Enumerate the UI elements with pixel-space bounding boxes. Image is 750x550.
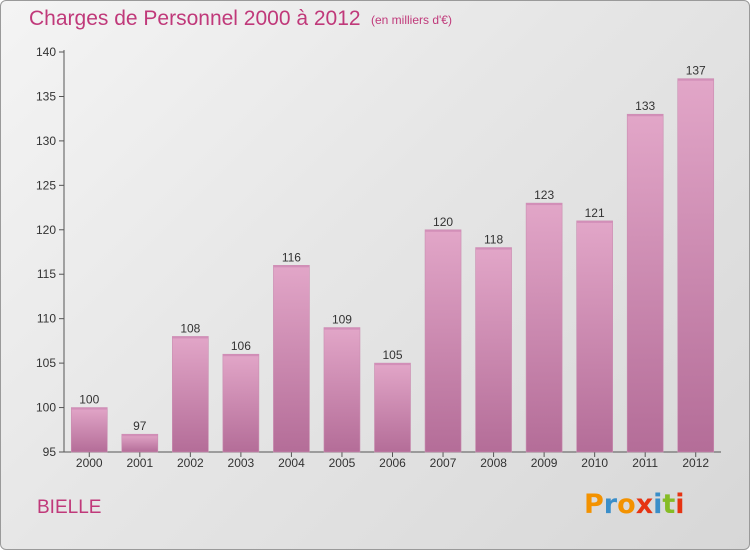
y-tick-label: 110 xyxy=(37,312,56,326)
x-tick-label: 2003 xyxy=(228,456,255,470)
data-label: 105 xyxy=(382,348,402,362)
bar-2001 xyxy=(121,433,159,453)
data-label: 133 xyxy=(635,99,655,113)
bar-2012 xyxy=(677,78,715,453)
bar-top-edge xyxy=(374,363,411,366)
data-label: 97 xyxy=(133,419,147,433)
chart-subtitle: (en milliers d'€) xyxy=(371,13,452,27)
y-tick-label: 100 xyxy=(36,401,56,415)
y-tick-label: 95 xyxy=(43,445,57,459)
data-label: 118 xyxy=(484,233,503,247)
data-label: 108 xyxy=(180,321,200,335)
data-label: 120 xyxy=(433,215,453,229)
chart-title: Charges de Personnel 2000 à 2012 xyxy=(29,7,361,30)
bar-2005 xyxy=(323,327,361,453)
data-label: 116 xyxy=(282,250,301,264)
y-tick-label: 105 xyxy=(36,356,56,370)
bar-2000 xyxy=(70,407,108,453)
y-tick-label: 135 xyxy=(36,89,56,103)
bar-top-edge xyxy=(121,434,158,437)
y-tick-label: 120 xyxy=(36,223,56,237)
y-tick-label: 125 xyxy=(36,178,56,192)
bar-top-edge xyxy=(526,203,563,206)
x-tick-label: 2008 xyxy=(480,456,507,470)
y-tick-label: 130 xyxy=(36,134,56,148)
x-tick-label: 2012 xyxy=(682,456,709,470)
x-tick-label: 2006 xyxy=(379,456,406,470)
bar-2011 xyxy=(626,113,664,453)
data-label: 100 xyxy=(79,393,99,407)
data-label: 137 xyxy=(686,64,706,78)
bar-2009 xyxy=(525,202,563,453)
bar-top-edge xyxy=(222,354,259,357)
bar-2002 xyxy=(172,336,209,453)
logo-letter: i xyxy=(653,489,663,520)
x-tick-label: 2010 xyxy=(581,456,608,470)
bar-2006 xyxy=(374,362,411,453)
y-tick-label: 140 xyxy=(36,45,56,59)
data-label: 109 xyxy=(332,313,352,327)
data-label: 121 xyxy=(585,206,605,220)
bar-2004 xyxy=(273,265,310,453)
x-tick-label: 2001 xyxy=(126,456,153,470)
data-label: 123 xyxy=(534,188,554,202)
logo-letter: o xyxy=(617,489,636,520)
bar-top-edge xyxy=(677,78,714,81)
bar-2007 xyxy=(424,229,462,453)
logo-letter: i xyxy=(675,489,685,520)
bar-2003 xyxy=(222,353,260,453)
bar-2008 xyxy=(475,247,512,453)
commune-name: BIELLE xyxy=(37,497,102,518)
bar-top-edge xyxy=(576,220,613,223)
y-tick-label: 115 xyxy=(37,267,56,281)
bar-top-edge xyxy=(323,327,360,330)
x-tick-label: 2009 xyxy=(531,456,558,470)
bar-top-edge xyxy=(172,336,209,339)
x-tick-label: 2004 xyxy=(278,456,305,470)
bar-top-edge xyxy=(627,114,664,117)
logo-letter: r xyxy=(603,489,618,520)
logo-letter: x xyxy=(635,489,654,520)
x-tick-label: 2005 xyxy=(329,456,356,470)
bar-top-edge xyxy=(71,407,108,410)
bar-top-edge xyxy=(425,229,462,232)
x-tick-label: 2011 xyxy=(632,456,658,470)
bar-top-edge xyxy=(273,265,310,268)
data-label: 106 xyxy=(231,339,251,353)
bar-top-edge xyxy=(475,247,512,250)
proxiti-logo[interactable]: Proxiti xyxy=(584,489,685,520)
x-tick-label: 2007 xyxy=(430,456,457,470)
bar-2010 xyxy=(576,220,613,453)
logo-letter: P xyxy=(584,489,604,520)
x-tick-label: 2002 xyxy=(177,456,204,470)
x-tick-label: 2000 xyxy=(76,456,103,470)
logo-letter: t xyxy=(662,489,676,520)
